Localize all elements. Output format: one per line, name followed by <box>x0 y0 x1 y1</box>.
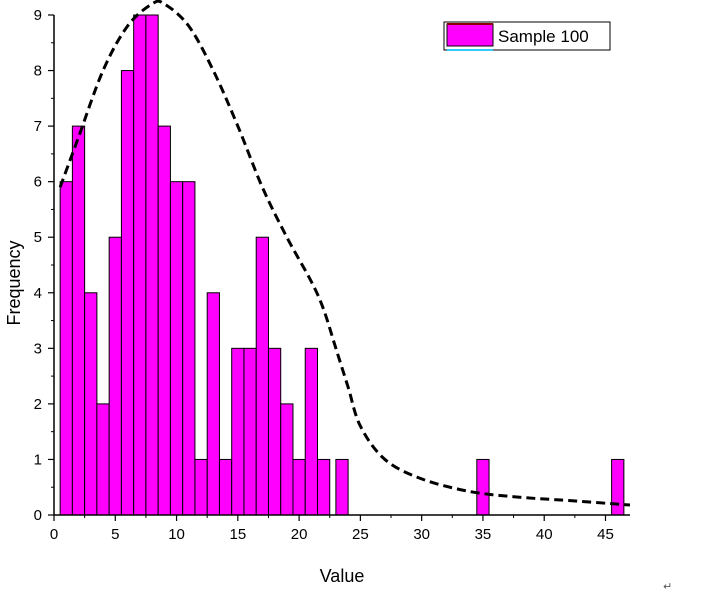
x-tick-label: 15 <box>229 526 246 543</box>
x-tick-label: 0 <box>50 526 58 543</box>
x-tick-label: 20 <box>291 526 308 543</box>
y-tick-label: 7 <box>34 118 42 135</box>
x-tick-label: 45 <box>597 526 614 543</box>
histogram-bar <box>243 347 257 516</box>
histogram-bar <box>292 458 306 516</box>
histogram-bar <box>231 347 245 516</box>
histogram-bar <box>71 125 86 516</box>
histogram-bar <box>133 14 147 516</box>
histogram-bar <box>84 292 98 516</box>
histogram-bar <box>304 347 318 516</box>
histogram-bar <box>96 403 110 516</box>
x-tick-label: 35 <box>475 526 492 543</box>
x-tick-label: 40 <box>536 526 553 543</box>
histogram-bar <box>169 181 184 516</box>
x-tick-label: 30 <box>413 526 430 543</box>
histogram-bar <box>218 458 233 516</box>
y-tick-label: 6 <box>34 174 42 191</box>
y-tick-label: 3 <box>34 340 42 357</box>
x-ticks: 0 5 10 15 20 25 30 35 40 45 <box>50 515 614 543</box>
x-axis-title: Value <box>320 566 365 586</box>
corner-mark: ↵ <box>663 580 673 593</box>
y-tick-label: 4 <box>34 285 42 302</box>
y-tick-label: 0 <box>34 507 42 524</box>
histogram-bar <box>145 14 159 516</box>
legend: Sample 100 <box>443 21 611 51</box>
histogram-bar <box>335 458 349 516</box>
histogram-bar <box>255 236 269 516</box>
x-tick-label: 25 <box>352 526 369 543</box>
legend-label: Sample 100 <box>498 27 589 46</box>
histogram-bar <box>611 458 625 516</box>
histogram-bar <box>182 181 196 516</box>
y-tick-label: 9 <box>34 7 42 24</box>
y-axis-title: Frequency <box>4 240 24 325</box>
histogram-bar <box>108 236 122 516</box>
x-tick-label: 5 <box>111 526 119 543</box>
histogram-bar <box>59 181 73 516</box>
histogram-bar <box>194 458 208 516</box>
y-tick-label: 1 <box>34 451 42 468</box>
histogram-bars <box>59 14 625 516</box>
fit-curve-line <box>58 0 631 507</box>
histogram-bar <box>206 292 220 516</box>
y-tick-label: 2 <box>34 396 42 413</box>
y-tick-label: 8 <box>34 63 42 80</box>
histogram-bar <box>157 125 171 516</box>
histogram-bar <box>267 347 282 516</box>
x-tick-label: 10 <box>168 526 185 543</box>
histogram-bar <box>316 458 331 516</box>
histogram-bar <box>120 70 135 516</box>
histogram-bar <box>476 458 490 516</box>
y-ticks: 0 1 2 3 4 5 6 7 8 9 <box>34 7 54 524</box>
y-tick-label: 5 <box>34 229 42 246</box>
legend-swatch <box>446 23 494 47</box>
histogram-bar <box>280 403 294 516</box>
